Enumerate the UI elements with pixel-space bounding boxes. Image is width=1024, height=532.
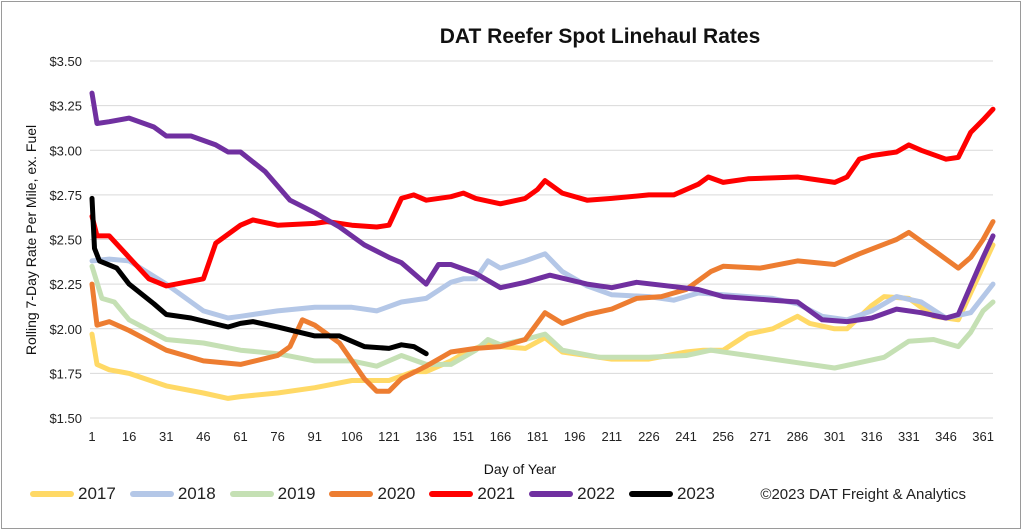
legend-item-2022: 2022 (529, 484, 615, 504)
legend-item-2020: 2020 (329, 484, 415, 504)
y-tick-label: $2.25 (49, 277, 82, 292)
legend-label: 2019 (277, 484, 316, 503)
legend-label: 2020 (377, 484, 416, 503)
x-tick-label: 16 (122, 429, 136, 444)
y-axis-label: Rolling 7-Day Rate Per Mile, ex. Fuel (23, 125, 39, 355)
legend-item-2018: 2018 (129, 484, 216, 504)
x-tick-label: 286 (787, 429, 809, 444)
y-tick-label: $1.50 (49, 411, 82, 426)
x-tick-label: 61 (233, 429, 247, 444)
legend-item-2017: 2017 (30, 484, 116, 504)
y-tick-label: $3.50 (49, 54, 82, 69)
x-tick-label: 121 (378, 429, 400, 444)
x-tick-label: 31 (159, 429, 173, 444)
x-tick-label: 1 (88, 429, 95, 444)
y-tick-label: $2.50 (49, 233, 82, 248)
x-tick-label: 76 (270, 429, 284, 444)
x-tick-label: 136 (415, 429, 437, 444)
legend-label: 2021 (477, 484, 516, 503)
legend-label: 2018 (177, 484, 216, 503)
x-tick-label: 211 (601, 429, 622, 444)
legend: 2017 2018 2019 2020 2021 2022 2023 (30, 484, 729, 504)
legend-swatch (429, 491, 474, 497)
x-tick-label: 346 (935, 429, 957, 444)
x-tick-label: 196 (564, 429, 586, 444)
legend-label: 2017 (78, 484, 116, 503)
series-line-2021 (89, 106, 996, 289)
y-tick-label: $3.00 (49, 143, 82, 158)
series-line-2018 (89, 251, 996, 323)
legend-label: 2023 (676, 484, 715, 503)
legend-swatch (30, 491, 74, 497)
x-tick-label: 271 (749, 429, 771, 444)
x-tick-label: 301 (824, 429, 846, 444)
x-tick-label: 241 (675, 429, 697, 444)
y-tick-label: $2.00 (49, 322, 82, 337)
x-tick-label: 46 (196, 429, 210, 444)
x-tick-label: 256 (712, 429, 734, 444)
x-tick-label: 181 (527, 429, 549, 444)
legend-swatch (229, 491, 274, 497)
x-tick-label: 226 (638, 429, 660, 444)
legend-item-2021: 2021 (429, 484, 515, 504)
x-tick-label: 331 (898, 429, 920, 444)
legend-swatch (129, 491, 174, 497)
legend-swatch (628, 491, 673, 497)
x-tick-label: 151 (452, 429, 474, 444)
legend-swatch (329, 491, 374, 497)
x-tick-label: 91 (308, 429, 322, 444)
x-tick-label: 361 (972, 429, 994, 444)
legend-item-2023: 2023 (628, 484, 715, 504)
series-line-2022 (89, 90, 996, 325)
legend-swatch (529, 491, 574, 497)
x-tick-label: 166 (490, 429, 512, 444)
series-line-2020 (89, 219, 996, 394)
legend-item-2019: 2019 (229, 484, 316, 504)
y-tick-label: $2.75 (49, 188, 82, 203)
y-tick-label: $3.25 (49, 99, 82, 114)
x-axis-label: Day of Year (484, 461, 557, 477)
series-line-2023 (89, 195, 429, 357)
y-tick-label: $1.75 (49, 366, 82, 381)
x-tick-label: 316 (861, 429, 883, 444)
copyright: ©2023 DAT Freight & Analytics (760, 486, 966, 503)
x-tick-label: 106 (341, 429, 363, 444)
chart-title: DAT Reefer Spot Linehaul Rates (440, 25, 761, 48)
legend-label: 2022 (577, 484, 615, 503)
